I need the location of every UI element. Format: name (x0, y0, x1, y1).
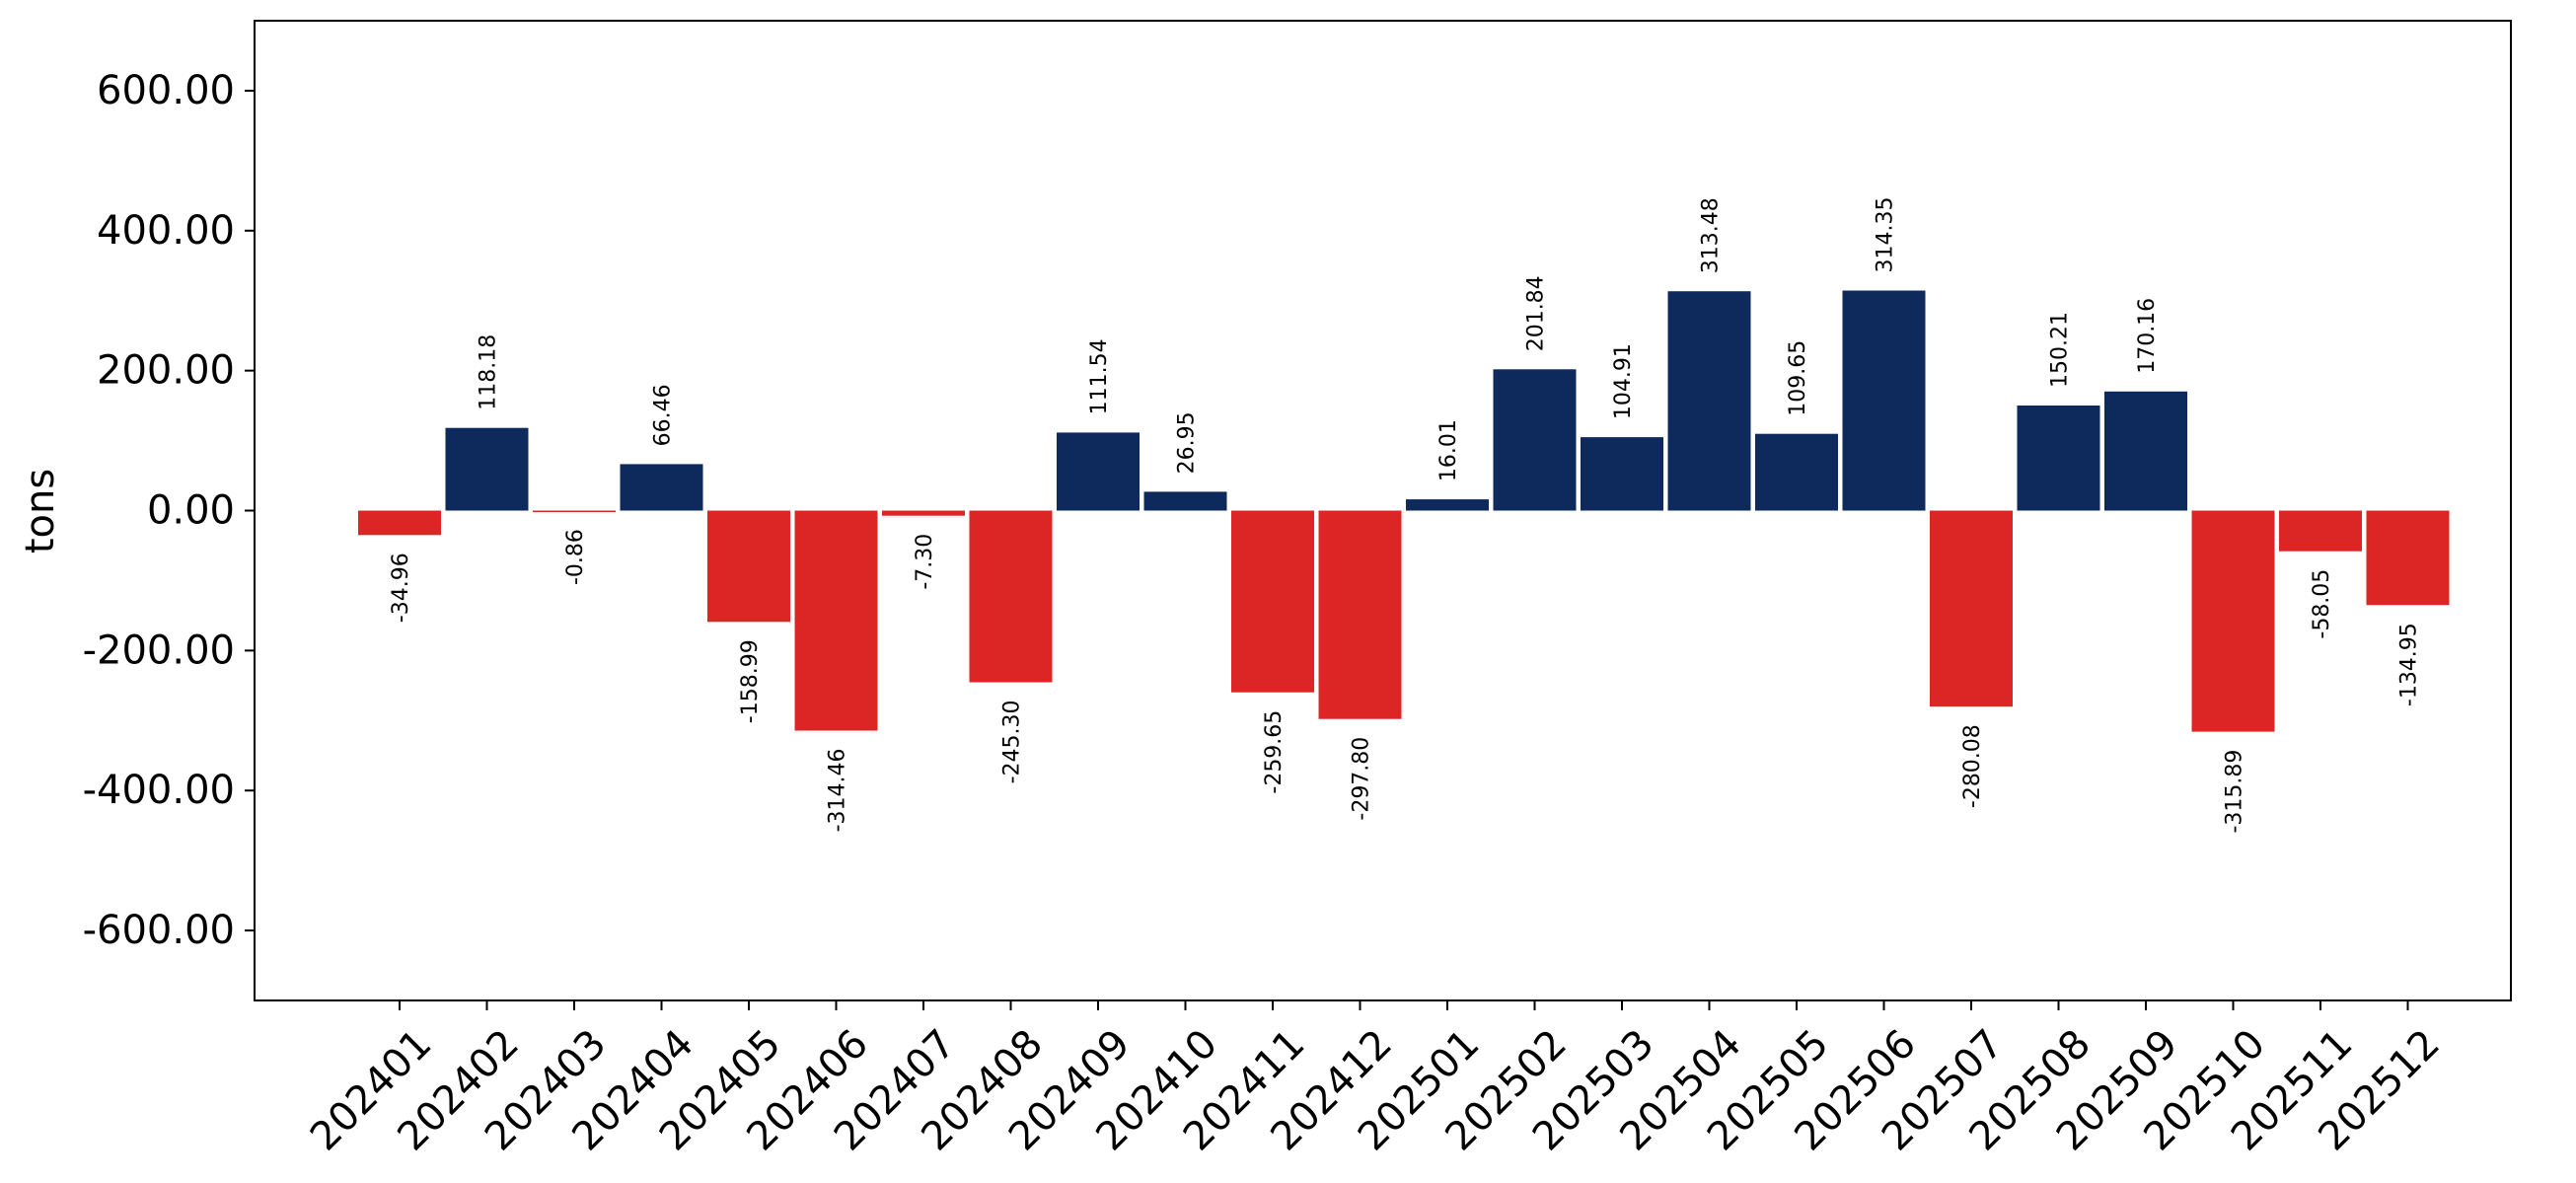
bar-202412 (1318, 510, 1402, 719)
value-label-202405: -158.99 (738, 639, 763, 723)
y-axis: -600.00 -400.00 -200.00 0.00 200.00 400.00 600… (83, 68, 255, 953)
bars-group (358, 290, 2450, 732)
bar-202403 (533, 510, 616, 512)
y-tick-label: 600.00 (97, 68, 235, 113)
value-label-202504: 313.48 (1699, 197, 1724, 273)
value-label-202511: -58.05 (2310, 569, 2334, 639)
bar-202402 (445, 427, 529, 511)
bar-202504 (1667, 291, 1751, 511)
value-label-202406: -314.46 (826, 749, 850, 833)
bar-202503 (1581, 437, 1663, 511)
x-axis: 2024012024022024032024042024052024062024… (302, 1000, 2449, 1159)
y-tick-label: 200.00 (97, 348, 235, 394)
bar-202502 (1493, 369, 1577, 511)
bar-202512 (2366, 510, 2450, 606)
value-label-202411: -259.65 (1262, 710, 1287, 794)
bar-202407 (882, 510, 965, 516)
y-tick-label: -200.00 (83, 628, 235, 673)
value-label-202410: 26.95 (1175, 411, 1200, 474)
value-label-202508: 150.21 (2048, 312, 2073, 388)
bar-202408 (969, 510, 1053, 683)
bar-202501 (1406, 499, 1489, 511)
value-label-202412: -297.80 (1350, 737, 1374, 821)
value-label-202402: 118.18 (477, 334, 501, 410)
bar-202406 (794, 510, 878, 731)
value-label-202507: -280.08 (1960, 724, 1985, 808)
bar-202510 (2191, 510, 2275, 732)
bar-202409 (1057, 432, 1140, 511)
value-label-202512: -134.95 (2397, 623, 2422, 706)
bar-202508 (2017, 406, 2100, 511)
bar-202507 (1930, 510, 2013, 707)
value-label-202409: 111.54 (1087, 338, 1112, 414)
bar-202410 (1143, 491, 1227, 511)
bar-202404 (620, 464, 703, 511)
plot-frame (254, 20, 2512, 1001)
y-tick-label: 0.00 (147, 488, 235, 534)
value-label-202506: 314.35 (1874, 197, 1898, 273)
value-label-202510: -315.89 (2223, 750, 2247, 834)
value-label-202503: 104.91 (1611, 343, 1636, 419)
bar-202401 (358, 510, 441, 536)
bar-202411 (1231, 510, 1314, 693)
y-tick-label: -600.00 (83, 908, 235, 953)
value-label-202401: -34.96 (389, 553, 413, 623)
y-tick-label: 400.00 (97, 208, 235, 254)
bar-202405 (707, 510, 790, 623)
value-label-202509: 170.16 (2135, 298, 2160, 374)
bar-202511 (2279, 510, 2362, 552)
value-label-202407: -7.30 (913, 534, 937, 590)
value-label-202408: -245.30 (1000, 701, 1025, 784)
bar-202505 (1755, 433, 1838, 511)
value-label-202501: 16.01 (1436, 419, 1461, 481)
y-axis-title: tons (18, 469, 63, 554)
value-label-202403: -0.86 (563, 529, 588, 585)
bar-202506 (1842, 290, 1926, 511)
value-labels-group: -34.96 118.18 -0.86 66.46 -158.99 -314.46 -7.3… (389, 197, 2422, 834)
bar-202509 (2104, 391, 2187, 511)
value-label-202502: 201.84 (1524, 275, 1549, 351)
value-label-202404: 66.46 (651, 384, 676, 446)
y-tick-label: -400.00 (83, 768, 235, 813)
value-label-202505: 109.65 (1786, 340, 1810, 416)
